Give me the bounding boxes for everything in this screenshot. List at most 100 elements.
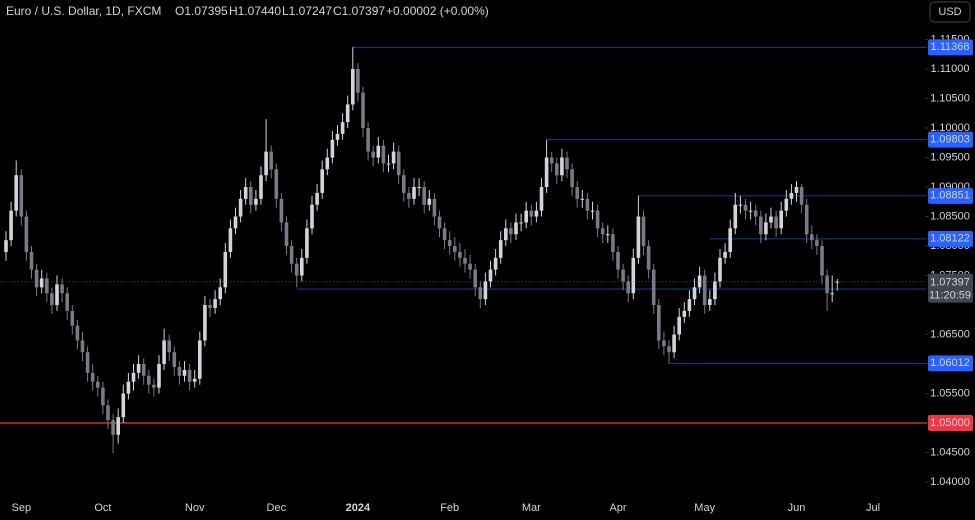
- candle-body: [402, 175, 406, 193]
- legend: Euro / U.S. Dollar, 1D, FXCM O1.07395 H1…: [6, 4, 489, 18]
- candle-body: [580, 198, 585, 200]
- candle-body: [641, 216, 646, 247]
- candle-body: [396, 151, 401, 176]
- candle-body: [60, 284, 64, 294]
- y-tick-label: 1.08500: [930, 210, 970, 222]
- candle-body: [437, 216, 442, 229]
- candle-body: [621, 269, 625, 282]
- candle-body: [85, 352, 90, 373]
- symbol: Euro / U.S. Dollar, 1D, FXCM: [6, 4, 161, 18]
- y-tick-label: 1.10000: [930, 122, 970, 134]
- candle-body: [616, 251, 620, 270]
- candle-body: [534, 210, 539, 217]
- candle-body: [305, 228, 309, 258]
- candle-body: [794, 187, 799, 193]
- candle-body: [560, 157, 564, 176]
- candle-body: [19, 175, 24, 217]
- candle-body: [682, 310, 687, 317]
- level-label-box: [928, 355, 973, 372]
- candle-body: [254, 198, 258, 205]
- candle-body: [111, 420, 115, 435]
- candle-body: [320, 169, 324, 193]
- x-tick-label: Jul: [866, 502, 880, 514]
- high: H1.07440: [229, 4, 281, 18]
- candle-body: [784, 198, 789, 211]
- candle-body: [294, 263, 299, 276]
- y-tick-label: 1.04500: [930, 446, 970, 458]
- candle-body: [708, 299, 712, 306]
- currency-button[interactable]: [929, 1, 971, 23]
- candle-body: [820, 246, 824, 276]
- candle-body: [447, 240, 452, 247]
- candle-body: [504, 228, 508, 241]
- candle-body: [9, 210, 13, 241]
- candle-body: [218, 287, 222, 300]
- candle-body: [667, 346, 671, 353]
- candle-body: [687, 299, 692, 311]
- candle-body: [748, 210, 753, 212]
- x-tick-label: Mar: [522, 502, 541, 514]
- candle-body: [351, 69, 355, 105]
- candle-body: [162, 340, 166, 365]
- candle-body: [187, 369, 192, 382]
- candle-body: [478, 287, 483, 300]
- candle-body: [356, 69, 360, 93]
- candle-body: [631, 257, 636, 294]
- candle-body: [432, 198, 437, 217]
- candle-body: [427, 198, 432, 205]
- candle-body: [167, 340, 171, 353]
- candle-body: [422, 187, 426, 205]
- candle-body: [213, 299, 217, 308]
- candle-body: [702, 275, 707, 306]
- candle-body: [249, 187, 253, 205]
- candle-body: [738, 204, 743, 206]
- candle-body: [549, 157, 554, 164]
- candle-body: [274, 169, 279, 199]
- candle-body: [458, 251, 462, 258]
- candle-body: [366, 128, 370, 152]
- candle-body: [514, 222, 518, 235]
- candle-body: [90, 372, 95, 382]
- candle-body: [147, 375, 151, 385]
- candle-body: [121, 393, 126, 418]
- candle-body: [284, 222, 289, 247]
- candle-body: [131, 372, 136, 382]
- candle-body: [473, 269, 477, 288]
- candle-body: [233, 216, 238, 229]
- level-label-box: [928, 187, 973, 204]
- candle-body: [728, 228, 732, 252]
- candle-body: [177, 366, 182, 376]
- x-tick-label: 2024: [346, 502, 371, 514]
- candle-body: [713, 281, 717, 300]
- candle-body: [815, 240, 819, 247]
- candle-body: [565, 157, 569, 170]
- candle-body: [585, 198, 590, 211]
- y-tick-label: 1.06500: [930, 328, 970, 340]
- candle-body: [488, 269, 493, 282]
- candle-body: [769, 216, 773, 223]
- candle-body: [330, 139, 335, 158]
- candle-body: [126, 381, 131, 394]
- change: +0.00002 (+0.00%): [386, 4, 489, 18]
- candle-body: [407, 192, 411, 199]
- candle-body: [493, 257, 498, 270]
- candle-body: [483, 281, 488, 300]
- candle-body: [509, 228, 513, 235]
- candle-body: [300, 257, 304, 276]
- candle-body: [753, 210, 758, 217]
- candle-body: [39, 278, 44, 288]
- candle-body: [733, 204, 738, 229]
- currency[interactable]: USD: [938, 6, 961, 18]
- candle-body: [417, 187, 421, 189]
- candle-body: [70, 310, 75, 326]
- y-tick-label: 1.04000: [930, 476, 970, 488]
- candle-body: [80, 340, 85, 353]
- candle-body: [55, 284, 59, 306]
- candle-body: [830, 293, 834, 295]
- price-box: [928, 273, 973, 303]
- candle-body: [600, 228, 605, 235]
- candle-body: [672, 334, 676, 353]
- x-tick-label: Oct: [94, 502, 111, 514]
- candle-body: [662, 340, 666, 347]
- candle-body: [208, 305, 212, 308]
